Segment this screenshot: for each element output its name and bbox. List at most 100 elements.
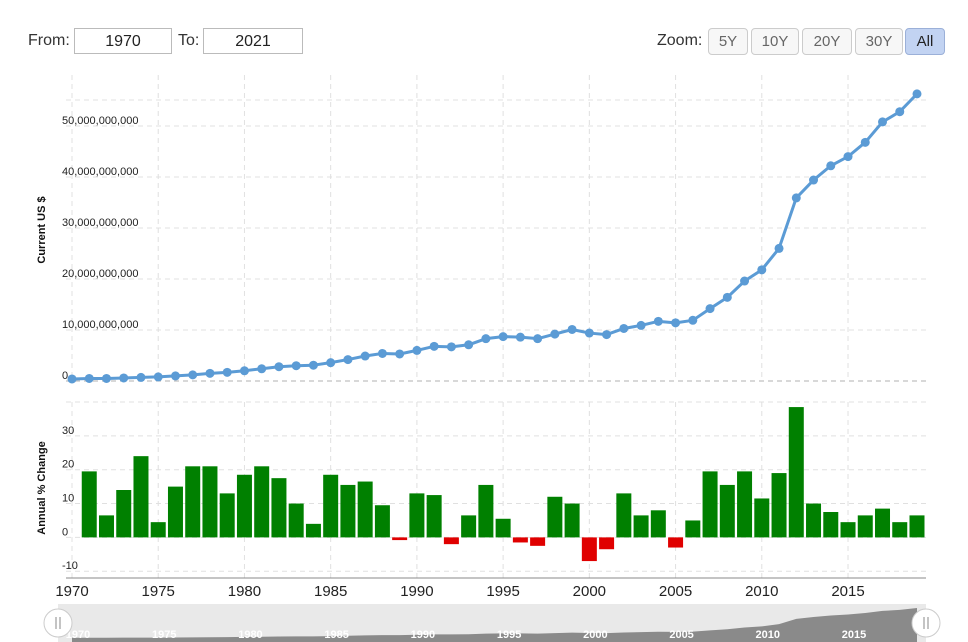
value-point <box>498 332 508 342</box>
grip-lines-icon <box>923 617 929 629</box>
value-line <box>71 92 919 381</box>
change-bar <box>426 495 442 538</box>
change-bar <box>823 512 839 538</box>
change-bar <box>340 484 356 538</box>
change-bar <box>236 474 252 538</box>
value-point <box>688 315 698 325</box>
value-point <box>446 342 456 352</box>
x-tick-label: 1985 <box>314 583 347 600</box>
x-tick-label: 2005 <box>659 583 692 600</box>
value-point <box>153 372 163 382</box>
value-point <box>395 349 405 359</box>
change-axis-title: Annual % Change <box>36 441 48 535</box>
change-bar <box>478 484 494 538</box>
change-bar <box>495 518 511 538</box>
navigator-tick-label: 2010 <box>756 629 780 641</box>
navigator-tick-label: 2015 <box>842 629 866 641</box>
value-point <box>722 292 732 302</box>
navigator-handle[interactable] <box>911 608 941 638</box>
value-point <box>619 323 629 333</box>
navigator-area <box>72 607 917 642</box>
change-tick-label: 20 <box>62 459 74 471</box>
zoom-30y-button[interactable]: 30Y <box>855 28 903 55</box>
change-bar <box>857 515 873 538</box>
navigator-tick-label: 1980 <box>238 629 262 641</box>
value-point <box>291 361 301 371</box>
value-point <box>757 265 767 275</box>
value-point <box>653 316 663 326</box>
value-series <box>67 89 922 384</box>
value-tick-label: 0 <box>62 370 68 382</box>
x-tick-label: 1970 <box>55 583 88 600</box>
range-navigator[interactable]: 1970 1975 1980 1985 1990 1995 2000 2005 2010 2015 <box>43 604 941 642</box>
value-point <box>705 304 715 314</box>
change-bar <box>650 510 666 538</box>
x-tick-label: 1980 <box>228 583 261 600</box>
value-point <box>239 366 249 376</box>
change-bar <box>202 466 218 538</box>
change-bar <box>668 537 684 548</box>
value-point <box>671 318 681 328</box>
change-bar <box>323 474 339 538</box>
to-label: To: <box>178 32 200 49</box>
change-bar <box>219 493 235 538</box>
range-controls: From: 1970 To: 2021 Zoom: 5Y 10Y 20Y 30Y… <box>0 0 968 70</box>
change-bar <box>702 471 718 538</box>
value-point <box>878 117 888 127</box>
value-point <box>515 332 525 342</box>
change-bar <box>374 505 390 538</box>
value-point <box>222 367 232 377</box>
value-point <box>636 320 646 330</box>
change-bar <box>840 522 856 538</box>
grip-lines-icon <box>55 617 61 629</box>
change-bar <box>305 523 321 538</box>
change-y-axis: -10 0 10 20 30 <box>62 425 78 572</box>
change-bar <box>133 456 149 538</box>
change-bar <box>909 515 925 538</box>
change-bar <box>392 537 408 541</box>
change-bars <box>81 407 925 562</box>
handle-knob[interactable] <box>43 608 73 638</box>
change-bar <box>771 473 787 538</box>
value-point <box>533 334 543 344</box>
zoom-5y-button[interactable]: 5Y <box>708 28 748 55</box>
from-date-input[interactable]: 1970 <box>74 28 172 54</box>
navigator-tick-label: 2000 <box>583 629 607 641</box>
value-point <box>67 374 77 384</box>
value-tick-label: 20,000,000,000 <box>62 268 138 280</box>
value-point <box>481 334 491 344</box>
change-bar <box>271 478 287 538</box>
change-bar <box>737 471 753 538</box>
value-tick-label: 10,000,000,000 <box>62 319 138 331</box>
change-bar <box>875 508 891 538</box>
change-bar <box>685 520 701 538</box>
value-point <box>895 107 905 117</box>
value-point <box>101 373 111 383</box>
value-point <box>170 371 180 381</box>
value-point <box>791 193 801 203</box>
value-point <box>412 345 422 355</box>
change-tick-label: 0 <box>62 526 68 538</box>
x-tick-label: 2015 <box>831 583 864 600</box>
zoom-20y-button[interactable]: 20Y <box>802 28 852 55</box>
value-tick-label: 40,000,000,000 <box>62 166 138 178</box>
change-bar <box>254 466 270 538</box>
change-bar <box>719 484 735 538</box>
change-bar <box>288 503 304 538</box>
zoom-all-button[interactable]: All <box>905 28 945 55</box>
handle-knob[interactable] <box>911 608 941 638</box>
change-bar <box>81 471 97 538</box>
zoom-label: Zoom: <box>657 32 703 49</box>
navigator-tick-label: 1975 <box>152 629 176 641</box>
change-bar <box>512 537 528 543</box>
navigator-handle[interactable] <box>43 608 73 638</box>
navigator-tick-label: 1990 <box>411 629 435 641</box>
value-tick-label: 30,000,000,000 <box>62 217 138 229</box>
change-bar <box>461 515 477 538</box>
to-date-input[interactable]: 2021 <box>203 28 303 54</box>
value-y-axis: 0 10,000,000,000 20,000,000,000 30,000,000,… <box>62 115 138 382</box>
value-axis-title: Current US $ <box>36 196 48 263</box>
value-point <box>257 364 267 374</box>
zoom-10y-button[interactable]: 10Y <box>751 28 799 55</box>
